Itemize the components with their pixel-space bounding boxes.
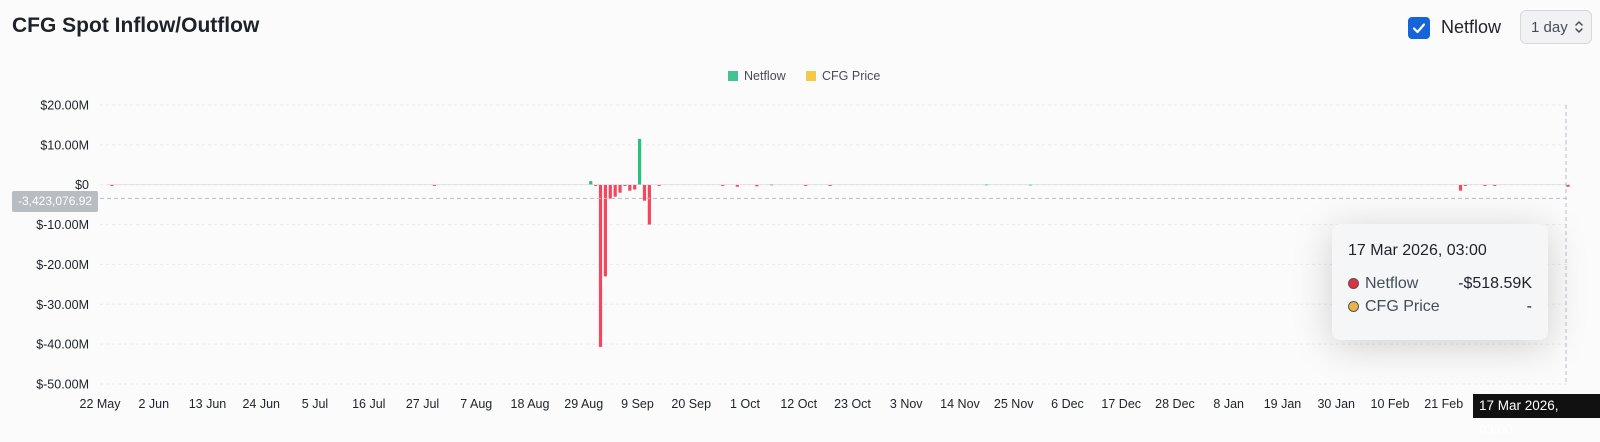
y-axis: $20.00M $10.00M $0 $-10.00M $-20.00M $-30.00M… xyxy=(36,99,89,392)
x-tick-label: 18 Aug xyxy=(511,397,550,411)
x-tick-label: 16 Jul xyxy=(352,397,385,411)
tooltip-row-price: CFG Price - xyxy=(1348,295,1532,318)
x-tick-label: 19 Jan xyxy=(1264,397,1302,411)
y-tick-label: $-10.00M xyxy=(36,218,89,232)
x-tick-label: 9 Sep xyxy=(621,397,654,411)
netflow-bar xyxy=(1458,184,1463,191)
legend-label: CFG Price xyxy=(822,69,880,83)
chevron-updown-icon xyxy=(1574,21,1583,33)
x-tick-label: 25 Nov xyxy=(994,397,1034,411)
x-tick-label: 28 Dec xyxy=(1155,397,1195,411)
netflow-dot-icon xyxy=(1348,278,1359,289)
netflow-bar xyxy=(735,184,739,187)
crosshair xyxy=(100,105,1568,384)
legend-swatch xyxy=(728,71,738,81)
x-tick-label: 8 Jan xyxy=(1213,397,1244,411)
x-tick-label: 24 Jun xyxy=(242,397,280,411)
price-dot-icon xyxy=(1348,301,1359,312)
x-axis: 22 May 2 Jun 13 Jun 24 Jun 5 Jul 16 Jul 27 Jul… xyxy=(80,397,1464,411)
netflow-bar xyxy=(642,184,647,201)
period-select-value: 1 day xyxy=(1531,18,1568,36)
tooltip-row-netflow: Netflow -$518.59K xyxy=(1348,272,1532,295)
netflow-checkbox[interactable] xyxy=(1408,17,1430,39)
y-tick-label: $-30.00M xyxy=(36,298,89,312)
netflow-bar xyxy=(1463,184,1467,186)
crosshair-x-label: 17 Mar 2026, 03:00 xyxy=(1473,394,1600,437)
legend-swatch xyxy=(806,71,816,81)
netflow-bar xyxy=(603,184,608,277)
x-tick-label: 23 Oct xyxy=(834,397,871,411)
netflow-bar xyxy=(828,184,832,186)
tooltip-date: 17 Mar 2026, 03:00 xyxy=(1348,242,1487,259)
x-tick-label: 22 May xyxy=(80,397,122,411)
netflow-bar xyxy=(804,184,808,186)
x-tick-label: 1 Oct xyxy=(730,397,760,411)
y-tick-label: $0 xyxy=(75,178,89,192)
tooltip-series-name: CFG Price xyxy=(1365,297,1440,315)
netflow-bar xyxy=(1566,184,1570,187)
period-select[interactable]: 1 day xyxy=(1520,10,1592,44)
chart-tooltip: 17 Mar 2026, 03:00 Netflow -$518.59K CFG… xyxy=(1332,224,1548,340)
y-tick-label: $10.00M xyxy=(40,138,89,152)
tooltip-series-value: -$518.59K xyxy=(1458,274,1532,292)
netflow-bar xyxy=(721,184,725,186)
y-tick-label: $-50.00M xyxy=(36,378,89,392)
netflow-checkbox-label[interactable]: Netflow xyxy=(1441,17,1502,37)
netflow-bar xyxy=(613,184,617,197)
netflow-chart: Netflow CFG Price $20.00M $10.00M $0 $-10.00… xyxy=(36,69,1570,411)
netflow-bar xyxy=(628,184,632,191)
crosshair-y-label: -3,423,076.92 xyxy=(12,191,99,212)
netflow-bar xyxy=(432,184,436,186)
x-tick-label: 2 Jun xyxy=(138,397,169,411)
x-tick-label: 14 Nov xyxy=(940,397,980,411)
netflow-bar xyxy=(589,181,593,185)
x-tick-label: 20 Sep xyxy=(671,397,711,411)
netflow-bars xyxy=(107,138,1570,347)
x-tick-label: 12 Oct xyxy=(780,397,817,411)
netflow-bar xyxy=(594,184,598,186)
netflow-bar xyxy=(1483,184,1487,186)
legend-label: Netflow xyxy=(744,69,787,83)
x-tick-label: 6 Dec xyxy=(1051,397,1084,411)
y-tick-label: $20.00M xyxy=(40,99,89,113)
tooltip-series-name: Netflow xyxy=(1365,274,1419,292)
netflow-bar xyxy=(755,184,759,187)
chart-legend: Netflow CFG Price xyxy=(728,69,880,83)
netflow-bar xyxy=(623,184,627,186)
x-tick-label: 29 Aug xyxy=(564,397,603,411)
netflow-bar xyxy=(618,184,622,193)
netflow-bar xyxy=(1493,184,1497,186)
y-tick-label: $-40.00M xyxy=(36,338,89,352)
x-tick-label: 21 Feb xyxy=(1424,397,1463,411)
x-tick-label: 10 Feb xyxy=(1371,397,1410,411)
netflow-bar xyxy=(633,184,637,190)
x-tick-label: 30 Jan xyxy=(1317,397,1355,411)
netflow-bar xyxy=(110,184,114,186)
x-tick-label: 3 Nov xyxy=(890,397,923,411)
x-tick-label: 27 Jul xyxy=(406,397,439,411)
tooltip-series-value: - xyxy=(1526,297,1532,315)
check-icon xyxy=(1412,23,1426,34)
y-tick-label: $-20.00M xyxy=(36,258,89,272)
netflow-bar xyxy=(598,184,603,347)
netflow-bar xyxy=(638,138,642,185)
page-title: CFG Spot Inflow/Outflow xyxy=(12,14,260,37)
x-tick-label: 13 Jun xyxy=(189,397,227,411)
x-tick-label: 7 Aug xyxy=(460,397,492,411)
netflow-bar xyxy=(647,184,651,225)
x-tick-label: 17 Dec xyxy=(1101,397,1141,411)
netflow-bar xyxy=(608,184,612,199)
x-tick-label: 5 Jul xyxy=(302,397,328,411)
netflow-bar xyxy=(657,184,661,186)
